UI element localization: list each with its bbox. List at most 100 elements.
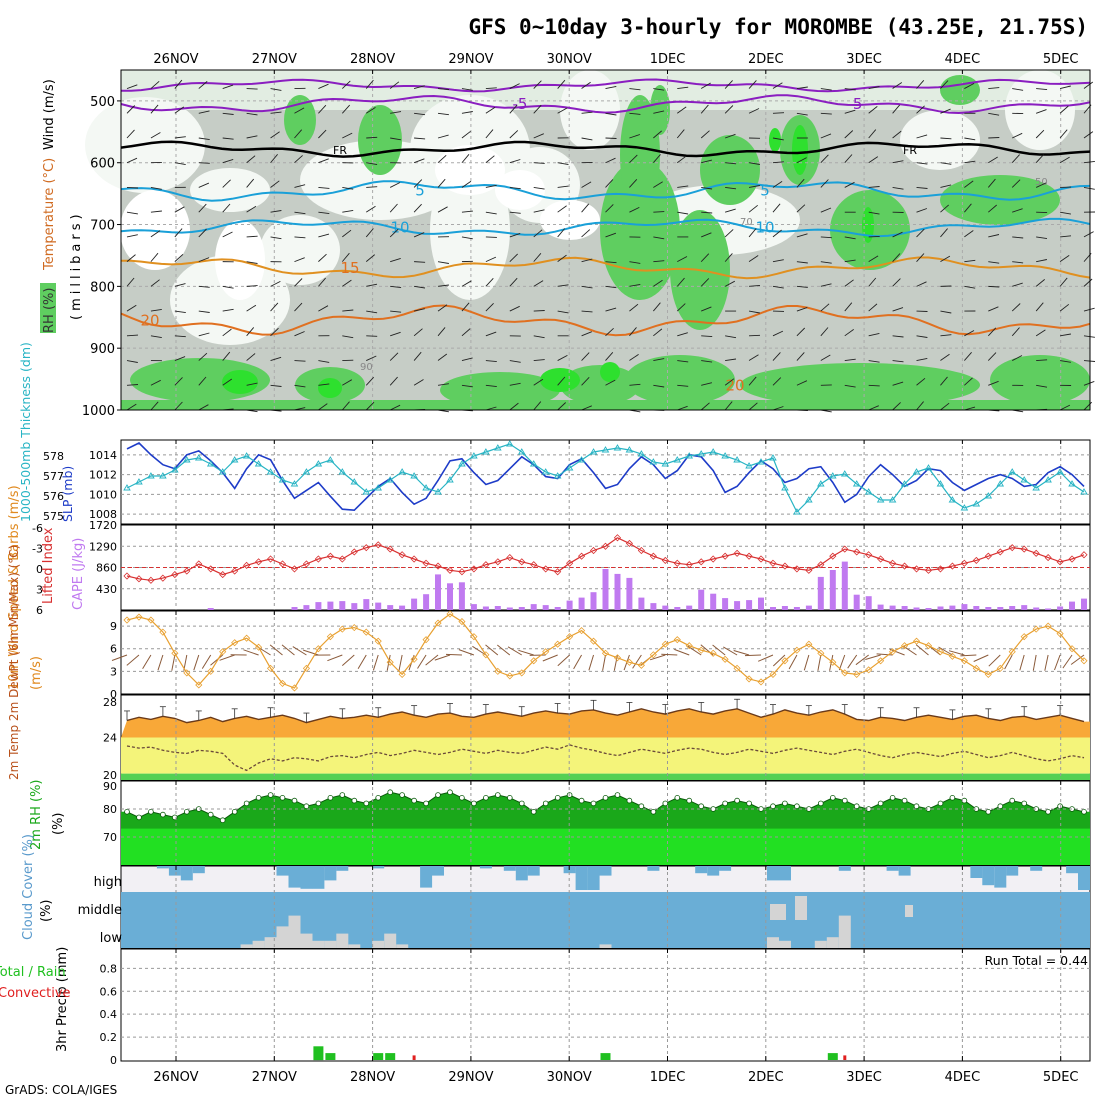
wind-barb (509, 305, 520, 312)
wind-barb (126, 360, 138, 363)
wind-barb (126, 304, 137, 312)
wind-barb (700, 253, 710, 262)
thickness-point (290, 480, 299, 487)
surface-wind-barb (723, 646, 738, 656)
rh2m-point (794, 803, 800, 809)
wind-barb (222, 203, 231, 213)
rh2m-point (853, 803, 860, 809)
low-cloud-bar (396, 944, 409, 948)
high-cloud-bar (168, 866, 181, 876)
lifted-index-point (207, 565, 215, 573)
wind-barb (748, 204, 758, 213)
wind-barb (198, 332, 210, 337)
wind-barb (557, 228, 566, 238)
wind-barb (270, 327, 279, 337)
temp2m-series (121, 698, 1090, 780)
wind-barb (987, 327, 997, 337)
surface-wind-barb (458, 649, 475, 656)
wind-barb (126, 129, 135, 139)
thickness-tick-label: 577 (43, 470, 64, 483)
wind-speed-point (673, 636, 681, 644)
date-label-top: 26NOV (153, 52, 198, 67)
thickness-point (817, 480, 825, 487)
cape-bar (542, 605, 549, 610)
wind-barb (150, 230, 161, 238)
lifted-index-point (1080, 551, 1088, 559)
isotherm-line (120, 140, 1091, 158)
surface-wind-barb (557, 654, 570, 667)
wind-barb (294, 331, 305, 337)
wind-barb (772, 161, 784, 164)
rh2m-point (817, 800, 824, 807)
lifted-index-point (817, 561, 825, 569)
rh-contour-label: 90 (360, 362, 373, 373)
wind-barb (820, 327, 829, 337)
high-cloud-bar (898, 866, 911, 876)
lifted-index-point (147, 576, 155, 584)
wind-barb (916, 105, 925, 114)
wind-barb (126, 187, 139, 189)
wind-speed-point (398, 670, 406, 678)
surface-wind-barb (889, 648, 905, 656)
rh2m-panel: 70 80 90 (%) 2m RH (%) (29, 779, 1091, 866)
cape-bar (925, 608, 932, 610)
wind-barb (724, 280, 736, 287)
wind-barb (605, 112, 617, 116)
rh2m-point (877, 800, 884, 807)
rh2m-point (315, 800, 322, 807)
wind-barb (246, 135, 258, 139)
thickness-point (924, 464, 933, 471)
wind-barb (653, 236, 665, 240)
slp-line (126, 442, 1085, 512)
wind-barb (246, 235, 258, 238)
wind-barb (413, 203, 422, 213)
wind-speed-point (805, 640, 813, 648)
cape-bar (997, 607, 1004, 610)
thickness-point (876, 496, 885, 503)
wind-barb (964, 330, 975, 337)
wind-barb (677, 256, 688, 263)
lifted-index-point (123, 572, 131, 580)
thickness-point (374, 484, 383, 491)
lifted-index-point (936, 565, 945, 573)
high-cloud-bar (707, 866, 720, 876)
high-cloud-bar (1066, 866, 1079, 874)
wind-barb (581, 331, 592, 337)
cape-bar (937, 606, 944, 610)
rh2m-point (411, 797, 417, 804)
cape-bar (399, 605, 406, 610)
surface-wind-barb (588, 654, 595, 671)
wind-barb (581, 181, 592, 188)
wind-barb (796, 306, 808, 312)
wind-barb (677, 405, 688, 411)
lifted-index-point (613, 534, 622, 542)
lifted-index-label: Lifted Index (41, 527, 56, 604)
low-cloud-bar (312, 940, 325, 948)
wind-barb (437, 353, 448, 361)
precip-tick-label: 0.2 (100, 1031, 118, 1044)
surface-wind-barb (817, 654, 822, 671)
wind-speed-point (518, 669, 526, 677)
cape-bar (662, 605, 669, 610)
wind-barb (509, 360, 521, 363)
wind-barb (676, 303, 686, 312)
wind-barb (485, 87, 497, 89)
thickness-point (194, 454, 203, 461)
cape-bar (518, 607, 525, 610)
thickness-grid (121, 440, 1090, 524)
wind-barb (987, 178, 996, 188)
rh-very-dry-patch (215, 220, 265, 300)
rh2m-point (674, 794, 681, 801)
wind-barb (174, 206, 185, 213)
cape-bar (805, 605, 812, 610)
wind-barb (988, 87, 1000, 89)
cape-bar (901, 606, 908, 610)
rh2m-point (351, 797, 358, 804)
surface-wind-barb (303, 649, 319, 656)
isotherm-label: 20 (140, 311, 159, 329)
wind-barb (724, 401, 733, 411)
wind-barb (844, 279, 854, 287)
wind-barb (270, 111, 282, 114)
thickness-point (709, 448, 717, 455)
dewpoint-base-fill (121, 773, 1090, 780)
